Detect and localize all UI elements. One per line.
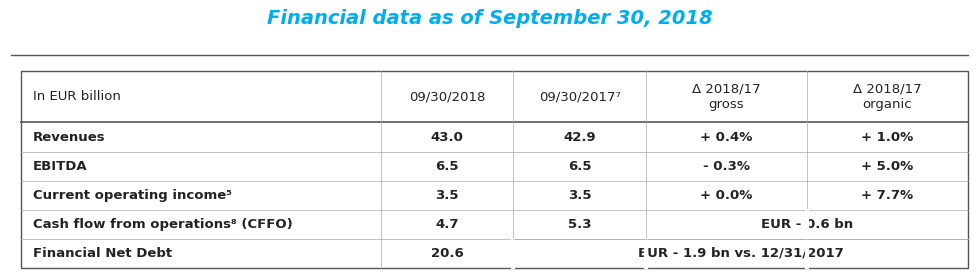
Text: In EUR billion: In EUR billion [32,90,120,103]
Text: + 7.7%: + 7.7% [861,189,912,202]
Text: Δ 2018/17
organic: Δ 2018/17 organic [852,83,920,111]
Text: 4.7: 4.7 [435,218,459,231]
Text: + 1.0%: + 1.0% [861,131,912,144]
Text: 6.5: 6.5 [567,160,591,173]
Text: EBITDA: EBITDA [32,160,87,173]
Text: Cash flow from operations⁸ (CFFO): Cash flow from operations⁸ (CFFO) [32,218,292,231]
Text: 09/30/2017⁷: 09/30/2017⁷ [538,90,620,103]
Text: 3.5: 3.5 [435,189,459,202]
Text: 5.3: 5.3 [567,218,591,231]
Text: + 5.0%: + 5.0% [861,160,912,173]
Text: Revenues: Revenues [32,131,106,144]
Text: 20.6: 20.6 [430,247,463,260]
Text: - 0.3%: - 0.3% [702,160,749,173]
Text: + 0.4%: + 0.4% [699,131,752,144]
Text: Current operating income⁵: Current operating income⁵ [32,189,232,202]
Text: 09/30/2018: 09/30/2018 [409,90,485,103]
Text: 43.0: 43.0 [430,131,463,144]
Text: 3.5: 3.5 [567,189,591,202]
Text: + 0.0%: + 0.0% [699,189,752,202]
Text: 42.9: 42.9 [562,131,596,144]
Text: 6.5: 6.5 [435,160,459,173]
Text: EUR - 1.9 bn vs. 12/31/2017: EUR - 1.9 bn vs. 12/31/2017 [637,247,843,260]
Text: Financial data as of September 30, 2018: Financial data as of September 30, 2018 [266,10,712,29]
Text: Δ 2018/17
gross: Δ 2018/17 gross [691,83,760,111]
Text: EUR - 0.6 bn: EUR - 0.6 bn [760,218,852,231]
Text: Financial Net Debt: Financial Net Debt [32,247,171,260]
